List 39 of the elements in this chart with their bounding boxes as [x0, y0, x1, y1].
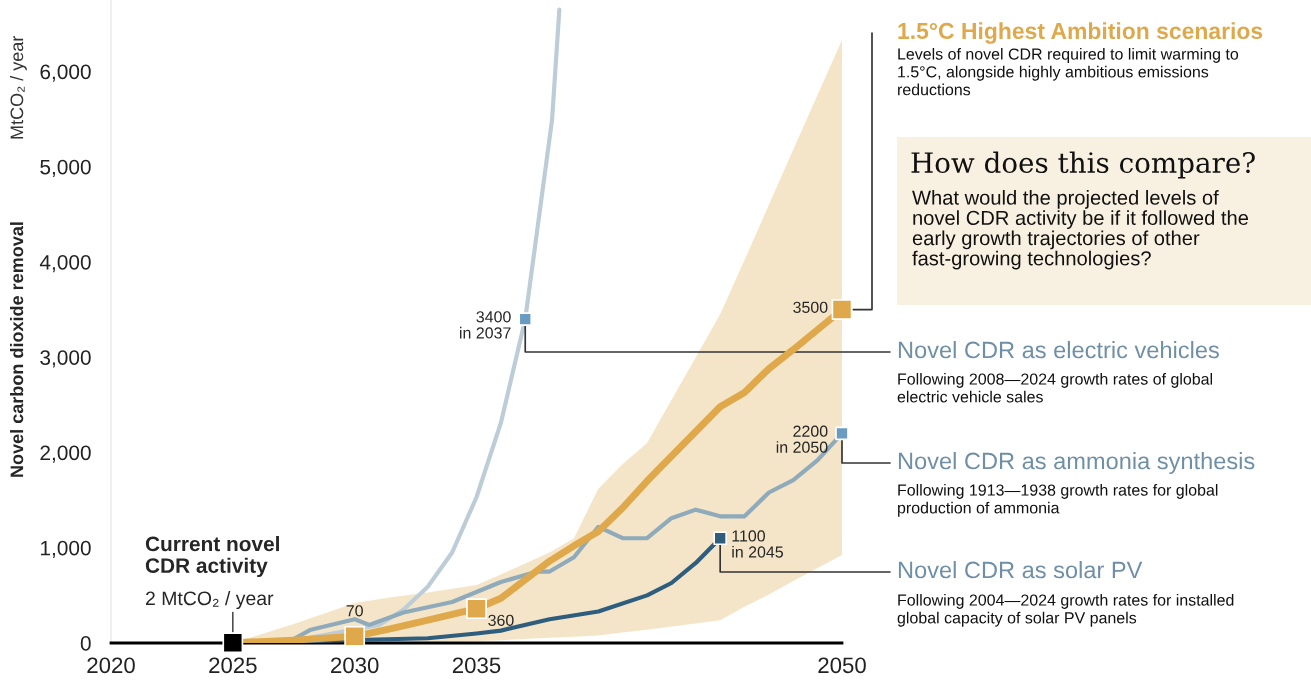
text: Following 2004—2024 growth rates for installed global capacity of solar PV panels [897, 594, 1234, 627]
point [713, 531, 728, 546]
y-tick-label: 2,000 [40, 445, 91, 463]
y-tick-label: 4,000 [39, 254, 91, 273]
data-label: 70 [346, 605, 363, 617]
point [518, 312, 533, 326]
data-label: 2 MtCO₂ / year [145, 590, 274, 610]
y-tick-label: 0 [80, 636, 91, 651]
data-label: 2200 in 2050 [776, 425, 828, 453]
text: Novel CDR as solar PV [898, 560, 1143, 579]
y-axis-title: Novel carbon dioxide removal [10, 222, 24, 477]
x-tick-label: 2050 [818, 657, 866, 674]
data-label: 1100 in 2045 [732, 530, 784, 558]
text: Levels of novel CDR required to limit warming to 1.5°C, alongside highly ambitious emissions reductions [898, 48, 1239, 96]
text: Following 2008—2024 growth rates of global electric vehicle sales [897, 373, 1213, 403]
y-tick-label: 3,000 [40, 350, 91, 368]
point [344, 625, 366, 647]
text: What would the projected levels of novel CDR activity be if it followed the early growth trajectories of other fast-growing technologies? [912, 190, 1249, 270]
text: 1.5°C Highest Ambition scenarios [898, 22, 1263, 44]
text: MtCO₂ / year [10, 35, 27, 139]
x-tick-label: 2020 [87, 657, 135, 674]
annotation: Current novel CDR activity [145, 536, 279, 578]
point [466, 598, 487, 620]
data-label: 3400 in 2037 [460, 311, 511, 339]
point [831, 299, 853, 321]
text: Following 1913—1938 growth rates for global production of ammonia [898, 484, 1218, 517]
y-tick-label: 5,000 [40, 159, 91, 177]
text: How does this compare? [911, 151, 1255, 179]
point [222, 632, 244, 654]
point [835, 426, 849, 441]
data-label: 360 [488, 614, 514, 626]
x-tick-label: 2025 [209, 657, 257, 674]
data-label: 3500 [793, 301, 828, 313]
text: Novel CDR as ammonia synthesis [898, 451, 1255, 475]
x-tick-label: 2035 [452, 657, 501, 674]
y-tick-label: 1,000 [41, 540, 91, 558]
x-tick-label: 2030 [331, 657, 379, 674]
y-tick-label: 6,000 [40, 64, 91, 82]
text: Novel CDR as electric vehicles [898, 340, 1219, 359]
